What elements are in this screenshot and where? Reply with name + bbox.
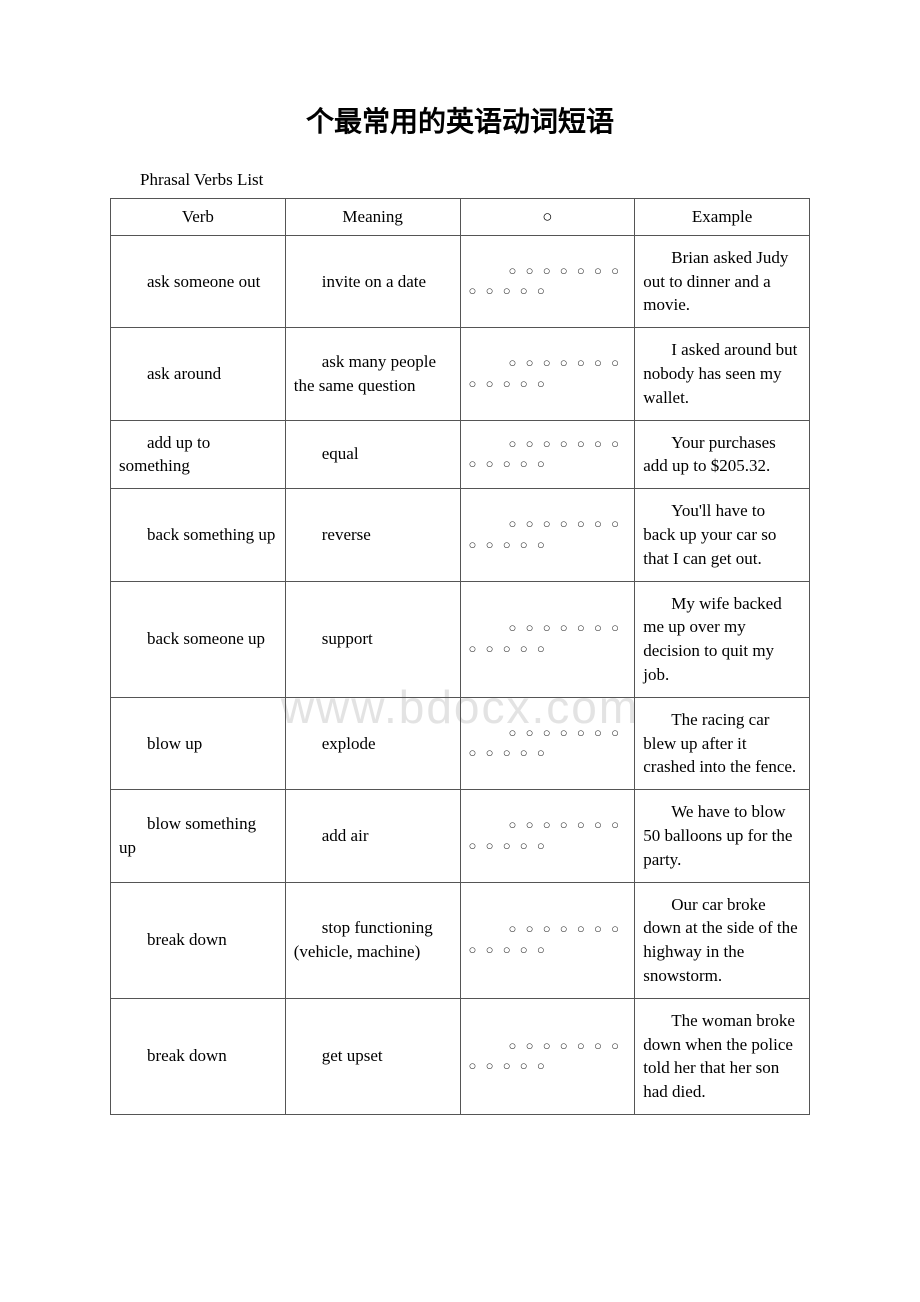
table-row: break downstop functioning (vehicle, mac… [111, 882, 810, 998]
phrasal-verbs-table: Verb Meaning ○ Example ask someone outin… [110, 198, 810, 1115]
table-row: back something upreverse○ ○ ○ ○ ○ ○ ○ ○ … [111, 489, 810, 581]
cell-example: Our car broke down at the side of the hi… [635, 882, 810, 998]
table-row: blow something upadd air○ ○ ○ ○ ○ ○ ○ ○ … [111, 790, 810, 882]
cell-example: You'll have to back up your car so that … [635, 489, 810, 581]
cell-verb: back someone up [111, 581, 286, 697]
header-meaning: Meaning [285, 199, 460, 236]
list-label: Phrasal Verbs List [140, 170, 810, 190]
cell-meaning: explode [285, 697, 460, 789]
cell-meaning: support [285, 581, 460, 697]
cell-circles: ○ ○ ○ ○ ○ ○ ○ ○ ○ ○ ○ ○ [460, 235, 635, 327]
cell-example: The woman broke down when the police tol… [635, 998, 810, 1114]
cell-circles: ○ ○ ○ ○ ○ ○ ○ ○ ○ ○ ○ ○ [460, 328, 635, 420]
cell-verb: back something up [111, 489, 286, 581]
cell-example: The racing car blew up after it crashed … [635, 697, 810, 789]
cell-verb: ask around [111, 328, 286, 420]
header-example: Example [635, 199, 810, 236]
table-row: back someone upsupport○ ○ ○ ○ ○ ○ ○ ○ ○ … [111, 581, 810, 697]
cell-circles: ○ ○ ○ ○ ○ ○ ○ ○ ○ ○ ○ ○ [460, 882, 635, 998]
cell-circles: ○ ○ ○ ○ ○ ○ ○ ○ ○ ○ ○ ○ [460, 581, 635, 697]
cell-circles: ○ ○ ○ ○ ○ ○ ○ ○ ○ ○ ○ ○ [460, 489, 635, 581]
cell-meaning: get upset [285, 998, 460, 1114]
cell-meaning: reverse [285, 489, 460, 581]
cell-verb: add up to something [111, 420, 286, 489]
cell-meaning: add air [285, 790, 460, 882]
cell-example: I asked around but nobody has seen my wa… [635, 328, 810, 420]
table-row: ask aroundask many people the same quest… [111, 328, 810, 420]
header-verb: Verb [111, 199, 286, 236]
cell-verb: break down [111, 998, 286, 1114]
cell-meaning: stop functioning (vehicle, machine) [285, 882, 460, 998]
table-row: add up to somethingequal○ ○ ○ ○ ○ ○ ○ ○ … [111, 420, 810, 489]
cell-verb: break down [111, 882, 286, 998]
table-row: blow upexplode○ ○ ○ ○ ○ ○ ○ ○ ○ ○ ○ ○The… [111, 697, 810, 789]
cell-meaning: ask many people the same question [285, 328, 460, 420]
cell-circles: ○ ○ ○ ○ ○ ○ ○ ○ ○ ○ ○ ○ [460, 697, 635, 789]
table-header-row: Verb Meaning ○ Example [111, 199, 810, 236]
cell-verb: blow something up [111, 790, 286, 882]
cell-meaning: invite on a date [285, 235, 460, 327]
cell-example: Brian asked Judy out to dinner and a mov… [635, 235, 810, 327]
cell-circles: ○ ○ ○ ○ ○ ○ ○ ○ ○ ○ ○ ○ [460, 420, 635, 489]
page-title: 个最常用的英语动词短语 [110, 100, 810, 140]
cell-verb: blow up [111, 697, 286, 789]
cell-verb: ask someone out [111, 235, 286, 327]
cell-circles: ○ ○ ○ ○ ○ ○ ○ ○ ○ ○ ○ ○ [460, 790, 635, 882]
header-circle: ○ [460, 199, 635, 236]
table-row: ask someone outinvite on a date○ ○ ○ ○ ○… [111, 235, 810, 327]
document-content: 个最常用的英语动词短语 Phrasal Verbs List Verb Mean… [110, 100, 810, 1115]
table-row: break downget upset○ ○ ○ ○ ○ ○ ○ ○ ○ ○ ○… [111, 998, 810, 1114]
cell-meaning: equal [285, 420, 460, 489]
cell-example: We have to blow 50 balloons up for the p… [635, 790, 810, 882]
cell-circles: ○ ○ ○ ○ ○ ○ ○ ○ ○ ○ ○ ○ [460, 998, 635, 1114]
cell-example: Your purchases add up to $205.32. [635, 420, 810, 489]
cell-example: My wife backed me up over my decision to… [635, 581, 810, 697]
